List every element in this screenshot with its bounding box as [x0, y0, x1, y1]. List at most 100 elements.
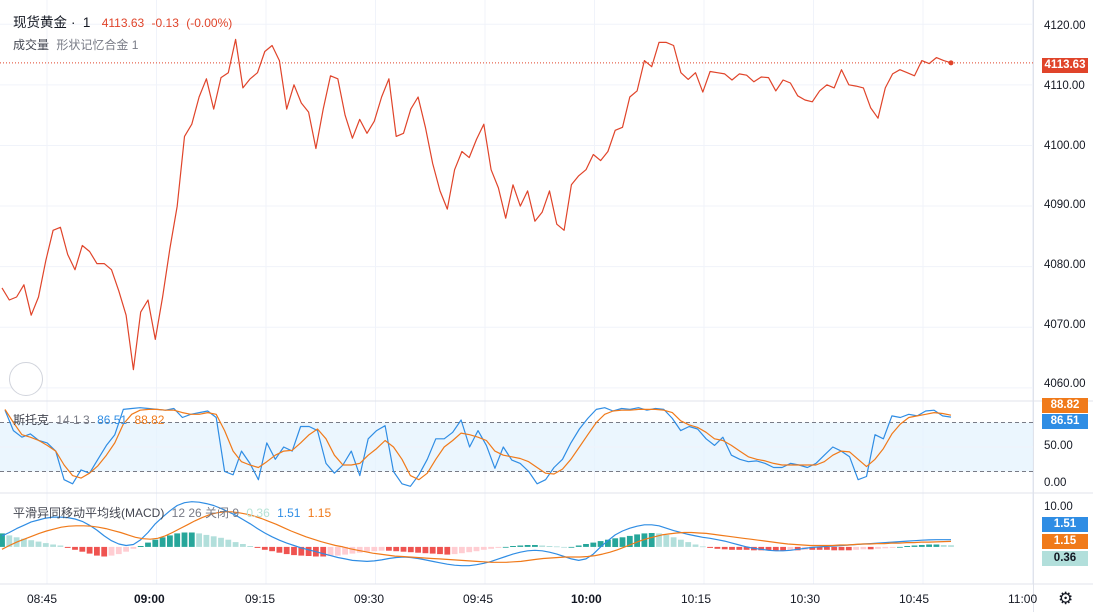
macd-y-tick-label: 10.00 [1044, 501, 1073, 513]
macd-histogram-bar [583, 544, 589, 547]
macd-histogram-bar [897, 546, 903, 548]
macd-histogram-bar [364, 546, 370, 552]
macd-histogram-bar [371, 546, 378, 552]
x-tick-label: 10:00 [571, 592, 602, 606]
macd-histogram-bar [159, 537, 166, 547]
macd-histogram-bar [422, 546, 429, 554]
macd-histogram-bar [605, 539, 611, 547]
stoch-d-tag: 88.82 [1042, 398, 1088, 413]
macd-histogram-bar [218, 537, 224, 547]
macd-value: 1.51 [277, 506, 301, 520]
macd-histogram-bar [86, 546, 93, 554]
macd-histogram-bar [72, 546, 78, 550]
macd-histogram-bar [283, 546, 290, 555]
macd-histogram-bar [145, 542, 151, 547]
macd-histogram-bar [225, 539, 232, 547]
y-tick-label: 4060.00 [1044, 378, 1086, 390]
macd-histogram-bar [466, 546, 473, 553]
macd-histogram-bar [568, 546, 575, 548]
y-tick-label: 4120.00 [1044, 20, 1086, 32]
y-tick-label: 4070.00 [1044, 319, 1086, 331]
macd-histogram-bar [678, 539, 684, 547]
macd-signal-line [1, 511, 952, 563]
last-price-dot [948, 60, 954, 66]
macd-histogram-bar [174, 533, 181, 547]
macd-histogram-bar [918, 545, 925, 547]
macd-histogram-bar [634, 534, 640, 547]
main-legend: 现货黄金 · 1 4113.63 -0.13 (-0.00%) [13, 11, 236, 31]
symbol-name[interactable]: 现货黄金 [13, 15, 67, 30]
macd-histogram-bar [780, 546, 786, 551]
hist-tag: 0.36 [1042, 551, 1088, 566]
symbol-dot: · [71, 15, 76, 30]
macd-histogram-bar [429, 546, 436, 554]
volume-label[interactable]: 成交量 [13, 38, 50, 52]
macd-histogram-bar [334, 546, 341, 556]
gear-icon[interactable]: ⚙ [1058, 589, 1074, 608]
price-tag: 4113.63 [1042, 58, 1088, 73]
macd-histogram-bar [692, 544, 699, 547]
symbol-interval[interactable]: 1 [82, 15, 91, 30]
macd-histogram-bar [378, 546, 385, 551]
macd-histogram-bar [305, 546, 312, 556]
macd-histogram-bar [115, 546, 122, 555]
macd-histogram-bar [188, 532, 195, 547]
macd-histogram-bar [64, 546, 71, 548]
macd-histogram-bar [196, 533, 202, 547]
macd-histogram-bar [210, 536, 217, 547]
price-change: -0.13 [151, 16, 179, 30]
stoch-name[interactable]: 斯托克 [13, 413, 50, 427]
macd-histogram-bar [480, 546, 487, 550]
macd-histogram-bar [473, 546, 480, 552]
macd-histogram-bar [787, 546, 794, 551]
macd-histogram-bar [590, 542, 597, 547]
x-tick-label: 09:45 [463, 592, 494, 606]
macd-histogram-bar [845, 546, 852, 551]
macd-histogram-bar [349, 546, 356, 554]
macd-histogram-bar [101, 546, 108, 557]
macd-histogram-bar [356, 546, 363, 553]
macd-histogram-bar [575, 545, 582, 547]
stoch-legend: 斯托克 14 1 3 86.51 88.82 [13, 411, 168, 428]
volume-sub: 形状记忆合金 1 [56, 38, 139, 52]
scroll-button[interactable] [9, 362, 43, 396]
macd-histogram-bar [875, 546, 881, 549]
macd-histogram-bar [670, 537, 677, 547]
macd-histogram-bar [0, 533, 5, 547]
macd-histogram-bar [612, 538, 619, 547]
macd-name[interactable]: 平滑异同移动平均线(MACD) [13, 506, 165, 520]
macd-histogram-bar [35, 541, 42, 547]
macd-histogram-bar [772, 546, 779, 551]
macd-legend: 平滑异同移动平均线(MACD) 12 26 关闭 9 0.36 1.51 1.1… [13, 504, 335, 521]
stoch-k-tag: 86.51 [1042, 414, 1088, 429]
macd-histogram-bar [400, 546, 407, 552]
macd-histogram-bar [532, 545, 538, 547]
volume-legend: 成交量 形状记忆合金 1 [13, 36, 142, 53]
macd-histogram-bar [108, 546, 115, 556]
macd-histogram-bar [648, 533, 655, 547]
macd-histogram-bar [940, 545, 947, 547]
x-tick-label: 09:15 [245, 592, 276, 606]
macd-histogram-bar [320, 546, 327, 557]
macd-histogram-bar [663, 534, 670, 547]
macd-histogram-bar [831, 546, 838, 551]
macd-histogram-bar [889, 546, 896, 548]
macd-histogram-bar [459, 546, 465, 554]
signal-tag: 1.15 [1042, 534, 1088, 549]
macd-histogram-bar [342, 546, 348, 555]
x-tick-label: 10:15 [681, 592, 712, 606]
macd-histogram-bar [232, 542, 239, 547]
stoch-d-line [4, 408, 952, 481]
macd-histogram-bar [824, 546, 830, 550]
macd-histogram-bar [517, 545, 524, 547]
macd-histogram-bar [838, 546, 845, 551]
stoch-k-value: 86.51 [97, 413, 128, 427]
macd-histogram-bar [21, 538, 27, 547]
macd-histogram-bar [269, 546, 275, 552]
macd-histogram-bar [167, 535, 173, 547]
macd-histogram-bar [240, 544, 246, 547]
macd-histogram-bar [510, 546, 516, 547]
macd-histogram-bar [561, 546, 567, 548]
macd-histogram-bar [137, 546, 144, 547]
